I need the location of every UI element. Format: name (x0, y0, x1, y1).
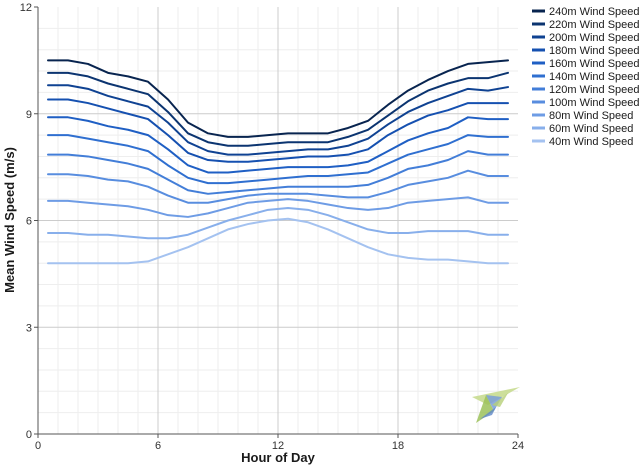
watermark-logo-icon (472, 387, 520, 423)
x-tick-label: 6 (155, 440, 161, 452)
y-tick-label: 3 (26, 322, 32, 334)
series-line-160m (47, 116, 509, 174)
series-line-100m (47, 169, 509, 204)
series-line-60m (47, 207, 509, 240)
y-tick-label: 0 (26, 429, 32, 441)
legend-label: 220m Wind Speed (549, 19, 640, 31)
series-line-140m (47, 134, 509, 185)
series-line-220m (47, 71, 509, 147)
series-line-40m (47, 217, 509, 265)
series-line-240m (47, 59, 509, 138)
x-axis-title: Hour of Day (241, 450, 315, 465)
x-tick-label: 24 (512, 440, 524, 452)
legend-label: 200m Wind Speed (549, 32, 640, 44)
series-line-120m (47, 150, 509, 195)
series-line-80m (47, 196, 509, 218)
legend-label: 100m Wind Speed (549, 97, 640, 109)
series-line-180m (47, 98, 509, 163)
legend-label: 120m Wind Speed (549, 84, 640, 96)
legend-label: 80m Wind Speed (549, 110, 633, 122)
legend-label: 160m Wind Speed (549, 58, 640, 70)
series-layer (47, 59, 509, 265)
x-tick-label: 12 (272, 440, 284, 452)
y-tick-label: 6 (26, 216, 32, 228)
legend-label: 40m Wind Speed (549, 136, 633, 148)
tick-labels: 0 6 12 18 24 0 3 6 9 12 (20, 2, 524, 452)
legend-label: 180m Wind Speed (549, 45, 640, 57)
y-tick-label: 9 (26, 109, 32, 121)
y-tick-label: 12 (20, 2, 32, 14)
legend-label: 240m Wind Speed (549, 6, 640, 18)
x-tick-label: 18 (392, 440, 404, 452)
legend-label: 60m Wind Speed (549, 123, 633, 135)
axes (34, 6, 519, 438)
legend-label: 140m Wind Speed (549, 71, 640, 83)
y-axis-title: Mean Wind Speed (m/s) (2, 147, 17, 293)
x-tick-label: 0 (35, 440, 41, 452)
series-line-200m (47, 84, 509, 156)
